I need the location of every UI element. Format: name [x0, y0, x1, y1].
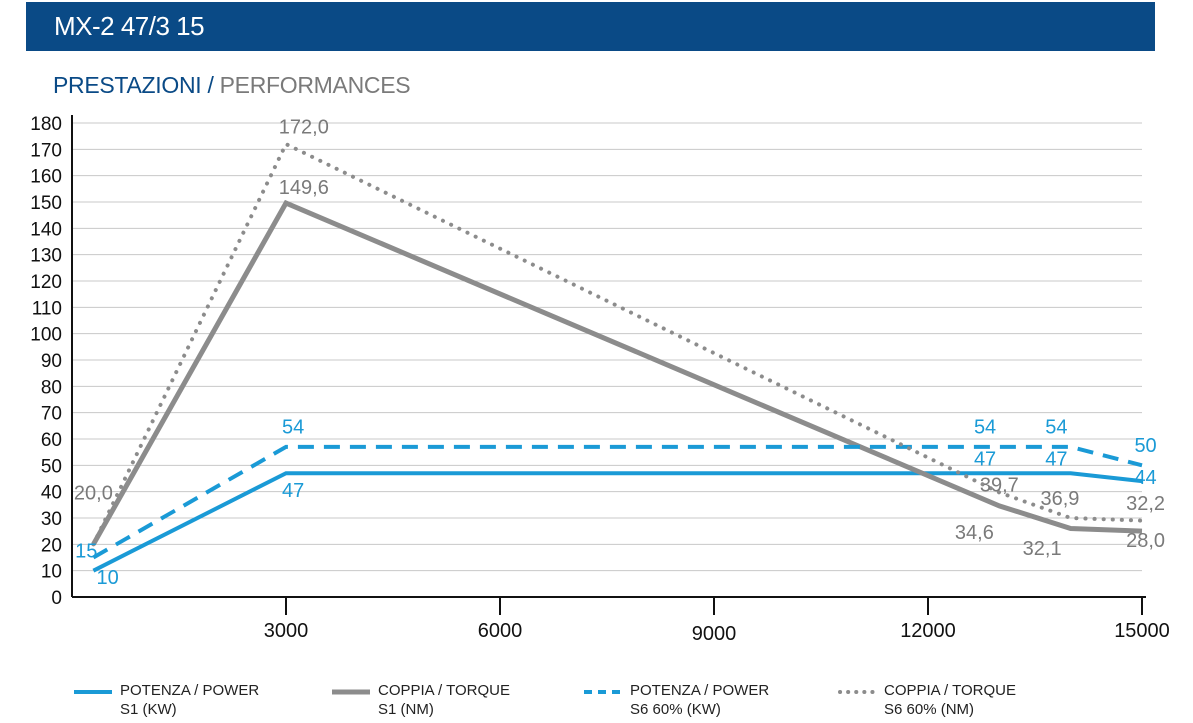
y-tick-label: 120: [30, 272, 62, 293]
series-line-1: [92, 471, 1143, 573]
section-title: PRESTAZIONI / PERFORMANCES: [53, 72, 411, 99]
legend-label-line1: COPPIA / TORQUE: [378, 682, 510, 699]
data-label: 36,9: [1040, 488, 1079, 510]
legend-swatch-solid-blue: [74, 690, 112, 694]
y-tick-label: 10: [41, 562, 62, 583]
legend-label-line1: POTENZA / POWER: [630, 682, 770, 699]
y-tick-label: 30: [41, 509, 62, 530]
y-tick-label: 150: [30, 193, 62, 214]
legend-swatch-solid-gray: [332, 689, 370, 695]
data-label: 47: [1045, 448, 1067, 470]
x-tick-label: 15000: [1114, 620, 1170, 642]
data-label: 32,1: [1023, 538, 1062, 560]
data-label: 149,6: [279, 177, 329, 199]
y-tick-label: 100: [30, 325, 62, 346]
y-tick-label: 90: [41, 351, 62, 372]
y-tick-label: 0: [51, 588, 62, 609]
y-tick-label: 40: [41, 483, 62, 504]
section-title-italian: PRESTAZIONI: [53, 72, 202, 98]
y-tick-label: 170: [30, 140, 62, 161]
y-tick-label: 50: [41, 456, 62, 477]
data-label: 47: [282, 480, 304, 502]
legend-label-line2: S1 (KW): [120, 701, 177, 718]
legend-label-line2: S6 60% (KW): [630, 701, 721, 718]
y-tick-label: 60: [41, 430, 62, 451]
header-bar: MX-2 47/3 15: [26, 2, 1155, 51]
legend-label-line1: POTENZA / POWER: [120, 682, 260, 699]
x-tick-label: 3000: [264, 620, 309, 642]
legend-swatch-dashed-blue: [584, 690, 622, 694]
series-line-2: [91, 199, 1143, 546]
y-tick-label: 140: [30, 219, 62, 240]
data-label: 28,0: [1126, 530, 1165, 552]
x-tick-label: 9000: [692, 623, 737, 645]
model-title: MX-2 47/3 15: [54, 11, 205, 41]
data-label: 44: [1134, 467, 1156, 489]
data-label: 54: [1045, 417, 1067, 439]
performance-chart: 0 10 20 30 40 50 60 70 80 90 100 110 120 130 140 150 160…: [30, 114, 1170, 645]
y-tick-label: 180: [30, 114, 62, 135]
legend-label-line2: S6 60% (NM): [884, 701, 975, 718]
data-label: 34,6: [955, 522, 994, 544]
y-tick-label: 130: [30, 246, 62, 267]
legend-swatch-dotted-gray: [838, 690, 876, 694]
x-tick-label: 6000: [478, 620, 523, 642]
section-title-separator: /: [207, 72, 214, 98]
section-title-english: PERFORMANCES: [219, 72, 411, 98]
data-label: 15: [75, 541, 97, 563]
series-line-4: [91, 141, 1144, 547]
data-label: 172,0: [279, 117, 329, 139]
data-label: 10: [97, 567, 119, 589]
data-label: 32,2: [1126, 493, 1165, 515]
series-line-3: [92, 444, 1143, 560]
data-label: 20,0: [74, 483, 113, 505]
legend-label-line2: S1 (NM): [378, 701, 434, 718]
y-tick-label: 160: [30, 167, 62, 188]
data-label: 54: [974, 417, 996, 439]
y-tick-label: 80: [41, 377, 62, 398]
data-label: 50: [1134, 435, 1156, 457]
x-tick-label: 12000: [900, 620, 956, 642]
data-label: 54: [282, 417, 304, 439]
legend-label-line1: COPPIA / TORQUE: [884, 682, 1016, 699]
y-tick-label: 70: [41, 404, 62, 425]
data-label: 47: [974, 448, 996, 470]
y-tick-label: 20: [41, 535, 62, 556]
data-label: 39,7: [980, 475, 1019, 497]
y-tick-label: 110: [32, 298, 62, 319]
